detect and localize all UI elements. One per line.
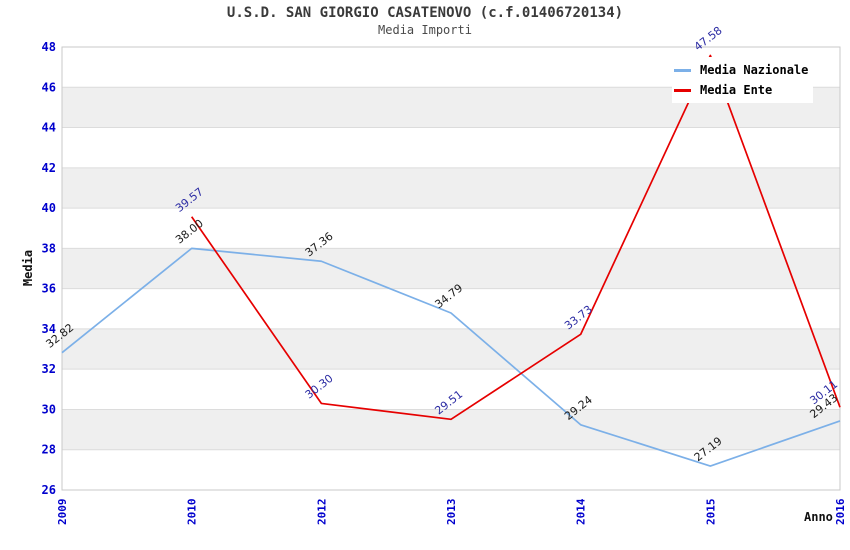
series-media-ente — [190, 54, 841, 421]
x-tick-label: 2016 — [834, 498, 847, 525]
y-tick-label: 28 — [42, 443, 56, 457]
y-tick-label: 40 — [42, 201, 56, 215]
legend-label-media-nazionale: Media Nazionale — [700, 63, 809, 77]
data-point-label: 33.73 — [562, 303, 595, 333]
legend-item-media-nazionale: Media Nazionale — [674, 63, 813, 77]
y-tick-label: 48 — [42, 40, 56, 54]
x-tick-label: 2013 — [445, 499, 458, 526]
series-line — [61, 247, 841, 467]
x-tick-label: 2015 — [704, 499, 717, 526]
x-tick-label: 2009 — [56, 499, 69, 526]
plot-border — [61, 46, 841, 491]
y-axis-tick-labels: 26 28 30 32 34 36 38 40 42 44 46 48 — [42, 40, 56, 497]
media-ente-line-swatch — [674, 88, 691, 92]
x-tick-label: 2010 — [186, 499, 199, 526]
legend: Media Nazionale Media Ente — [672, 57, 813, 103]
media-nazionale-line-swatch — [674, 68, 691, 72]
y-tick-label: 34 — [42, 322, 56, 336]
y-tick-label: 32 — [42, 362, 56, 376]
y-tick-label: 46 — [42, 80, 56, 94]
x-axis-tick-labels: 2009 2010 2012 2013 2014 2015 2016 — [56, 498, 847, 525]
x-tick-label: 2012 — [315, 499, 328, 526]
data-point-label: 47.58 — [692, 24, 725, 54]
chart-subtitle: Media Importi — [378, 23, 472, 37]
chart-title: U.S.D. SAN GIORGIO CASATENOVO (c.f.01406… — [226, 5, 624, 21]
x-axis-title: Anno — [804, 510, 833, 524]
x-tick-label: 2014 — [575, 498, 588, 525]
y-tick-label: 42 — [42, 161, 56, 175]
legend-item-media-ente: Media Ente — [674, 83, 813, 97]
series-line — [190, 54, 841, 421]
series-media-nazionale — [61, 247, 841, 467]
legend-label-media-ente: Media Ente — [700, 83, 773, 97]
y-tick-label: 36 — [42, 282, 56, 296]
y-tick-label: 30 — [42, 402, 56, 416]
y-tick-label: 44 — [42, 121, 56, 135]
y-tick-label: 38 — [42, 241, 56, 255]
data-point-label: 30.30 — [303, 372, 336, 402]
y-tick-label: 26 — [42, 483, 56, 497]
